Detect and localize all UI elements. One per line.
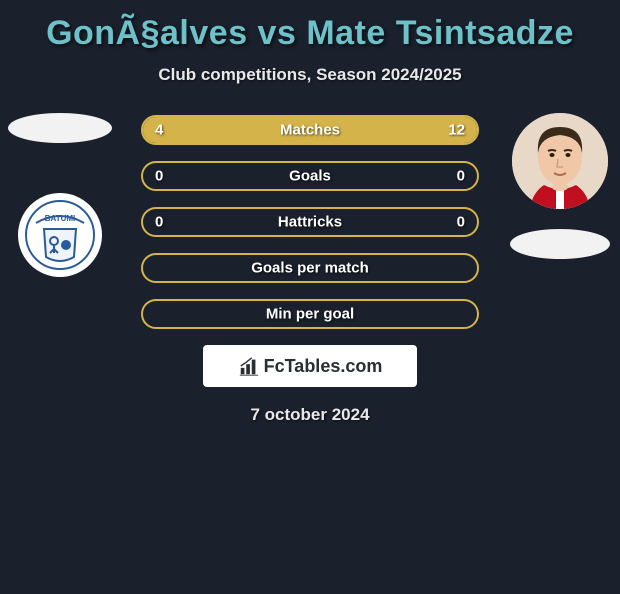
stat-bar-matches: 4 12 Matches (141, 115, 479, 145)
bar-right-value: 12 (448, 122, 465, 139)
brand-text: FcTables.com (264, 356, 383, 377)
left-player-placeholder (8, 113, 112, 143)
bar-fill-right (227, 117, 478, 143)
bar-label: Goals (289, 168, 331, 185)
bar-right-value: 0 (457, 214, 465, 231)
left-player-column: BATUMI (0, 113, 120, 277)
club-badge-icon: BATUMI (24, 199, 96, 271)
bar-left-value: 4 (155, 122, 163, 139)
svg-text:BATUMI: BATUMI (45, 214, 76, 223)
bar-label: Min per goal (266, 306, 354, 323)
bar-left-value: 0 (155, 214, 163, 231)
right-player-column (500, 113, 620, 259)
stat-bar-goals: 0 0 Goals (141, 161, 479, 191)
page-title: GonÃ§alves vs Mate Tsintsadze (0, 14, 620, 53)
chart-icon (238, 355, 260, 377)
stat-bar-min-per-goal: Min per goal (141, 299, 479, 329)
stat-bars: 4 12 Matches 0 0 Goals 0 0 Hattricks Goals per ma… (141, 113, 479, 329)
avatar-icon (512, 113, 608, 209)
comparison-content: BATUMI (0, 113, 620, 425)
date-text: 7 october 2024 (0, 405, 620, 425)
right-player-avatar (512, 113, 608, 209)
right-club-placeholder (510, 229, 610, 259)
bar-right-value: 0 (457, 168, 465, 185)
subtitle: Club competitions, Season 2024/2025 (0, 65, 620, 85)
bar-label: Matches (280, 122, 340, 139)
bar-label: Goals per match (251, 260, 369, 277)
brand-box[interactable]: FcTables.com (203, 345, 417, 387)
left-club-badge: BATUMI (18, 193, 102, 277)
stat-bar-hattricks: 0 0 Hattricks (141, 207, 479, 237)
bar-left-value: 0 (155, 168, 163, 185)
stat-bar-goals-per-match: Goals per match (141, 253, 479, 283)
bar-label: Hattricks (278, 214, 342, 231)
